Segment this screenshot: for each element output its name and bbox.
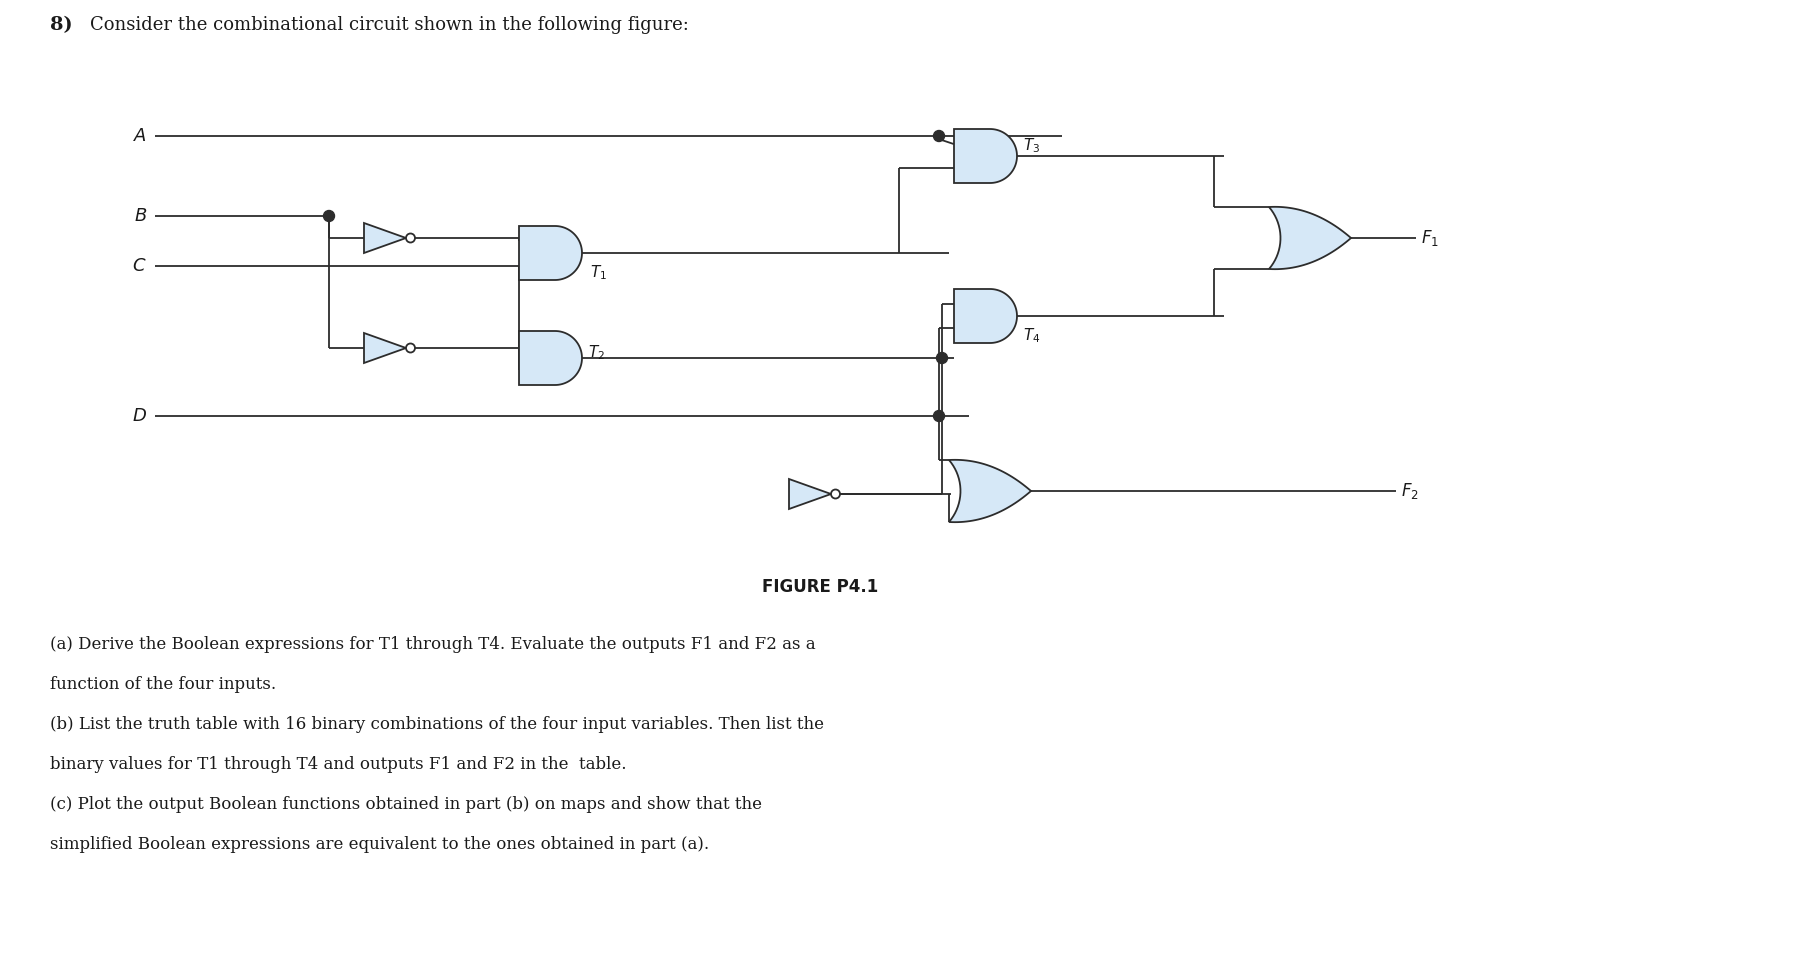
- Text: $A$: $A$: [132, 127, 147, 145]
- Text: (a) Derive the Boolean expressions for T1 through T4. Evaluate the outputs F1 an: (a) Derive the Boolean expressions for T…: [51, 636, 816, 653]
- Polygon shape: [954, 289, 1018, 343]
- Text: simplified Boolean expressions are equivalent to the ones obtained in part (a).: simplified Boolean expressions are equiv…: [51, 836, 709, 853]
- Circle shape: [406, 344, 415, 353]
- Text: 8): 8): [51, 16, 73, 34]
- Text: $T_3$: $T_3$: [1023, 136, 1039, 156]
- Circle shape: [831, 490, 840, 498]
- Polygon shape: [365, 223, 406, 253]
- Text: $B$: $B$: [134, 207, 147, 225]
- Polygon shape: [519, 226, 582, 280]
- Polygon shape: [365, 333, 406, 363]
- Text: (b) List the truth table with 16 binary combinations of the four input variables: (b) List the truth table with 16 binary …: [51, 716, 824, 733]
- Text: $D$: $D$: [132, 407, 147, 425]
- Text: $C$: $C$: [132, 257, 147, 275]
- Text: $F_2$: $F_2$: [1400, 481, 1419, 501]
- Circle shape: [936, 353, 947, 363]
- Text: $F_1$: $F_1$: [1420, 228, 1439, 248]
- Text: Consider the combinational circuit shown in the following figure:: Consider the combinational circuit shown…: [91, 16, 689, 34]
- Circle shape: [934, 130, 945, 141]
- Polygon shape: [949, 460, 1030, 523]
- Text: (c) Plot the output Boolean functions obtained in part (b) on maps and show that: (c) Plot the output Boolean functions ob…: [51, 796, 762, 813]
- Circle shape: [934, 411, 945, 421]
- Text: $T_4$: $T_4$: [1023, 327, 1041, 346]
- Circle shape: [406, 234, 415, 242]
- Polygon shape: [519, 331, 582, 385]
- Text: binary values for T1 through T4 and outputs F1 and F2 in the  table.: binary values for T1 through T4 and outp…: [51, 756, 626, 773]
- Text: $T_1$: $T_1$: [590, 264, 608, 282]
- Polygon shape: [1270, 207, 1351, 270]
- Text: FIGURE P4.1: FIGURE P4.1: [762, 578, 878, 596]
- Circle shape: [323, 211, 334, 221]
- Polygon shape: [789, 479, 831, 509]
- Polygon shape: [954, 129, 1018, 183]
- Text: function of the four inputs.: function of the four inputs.: [51, 676, 276, 693]
- Text: $T_2$: $T_2$: [588, 344, 606, 362]
